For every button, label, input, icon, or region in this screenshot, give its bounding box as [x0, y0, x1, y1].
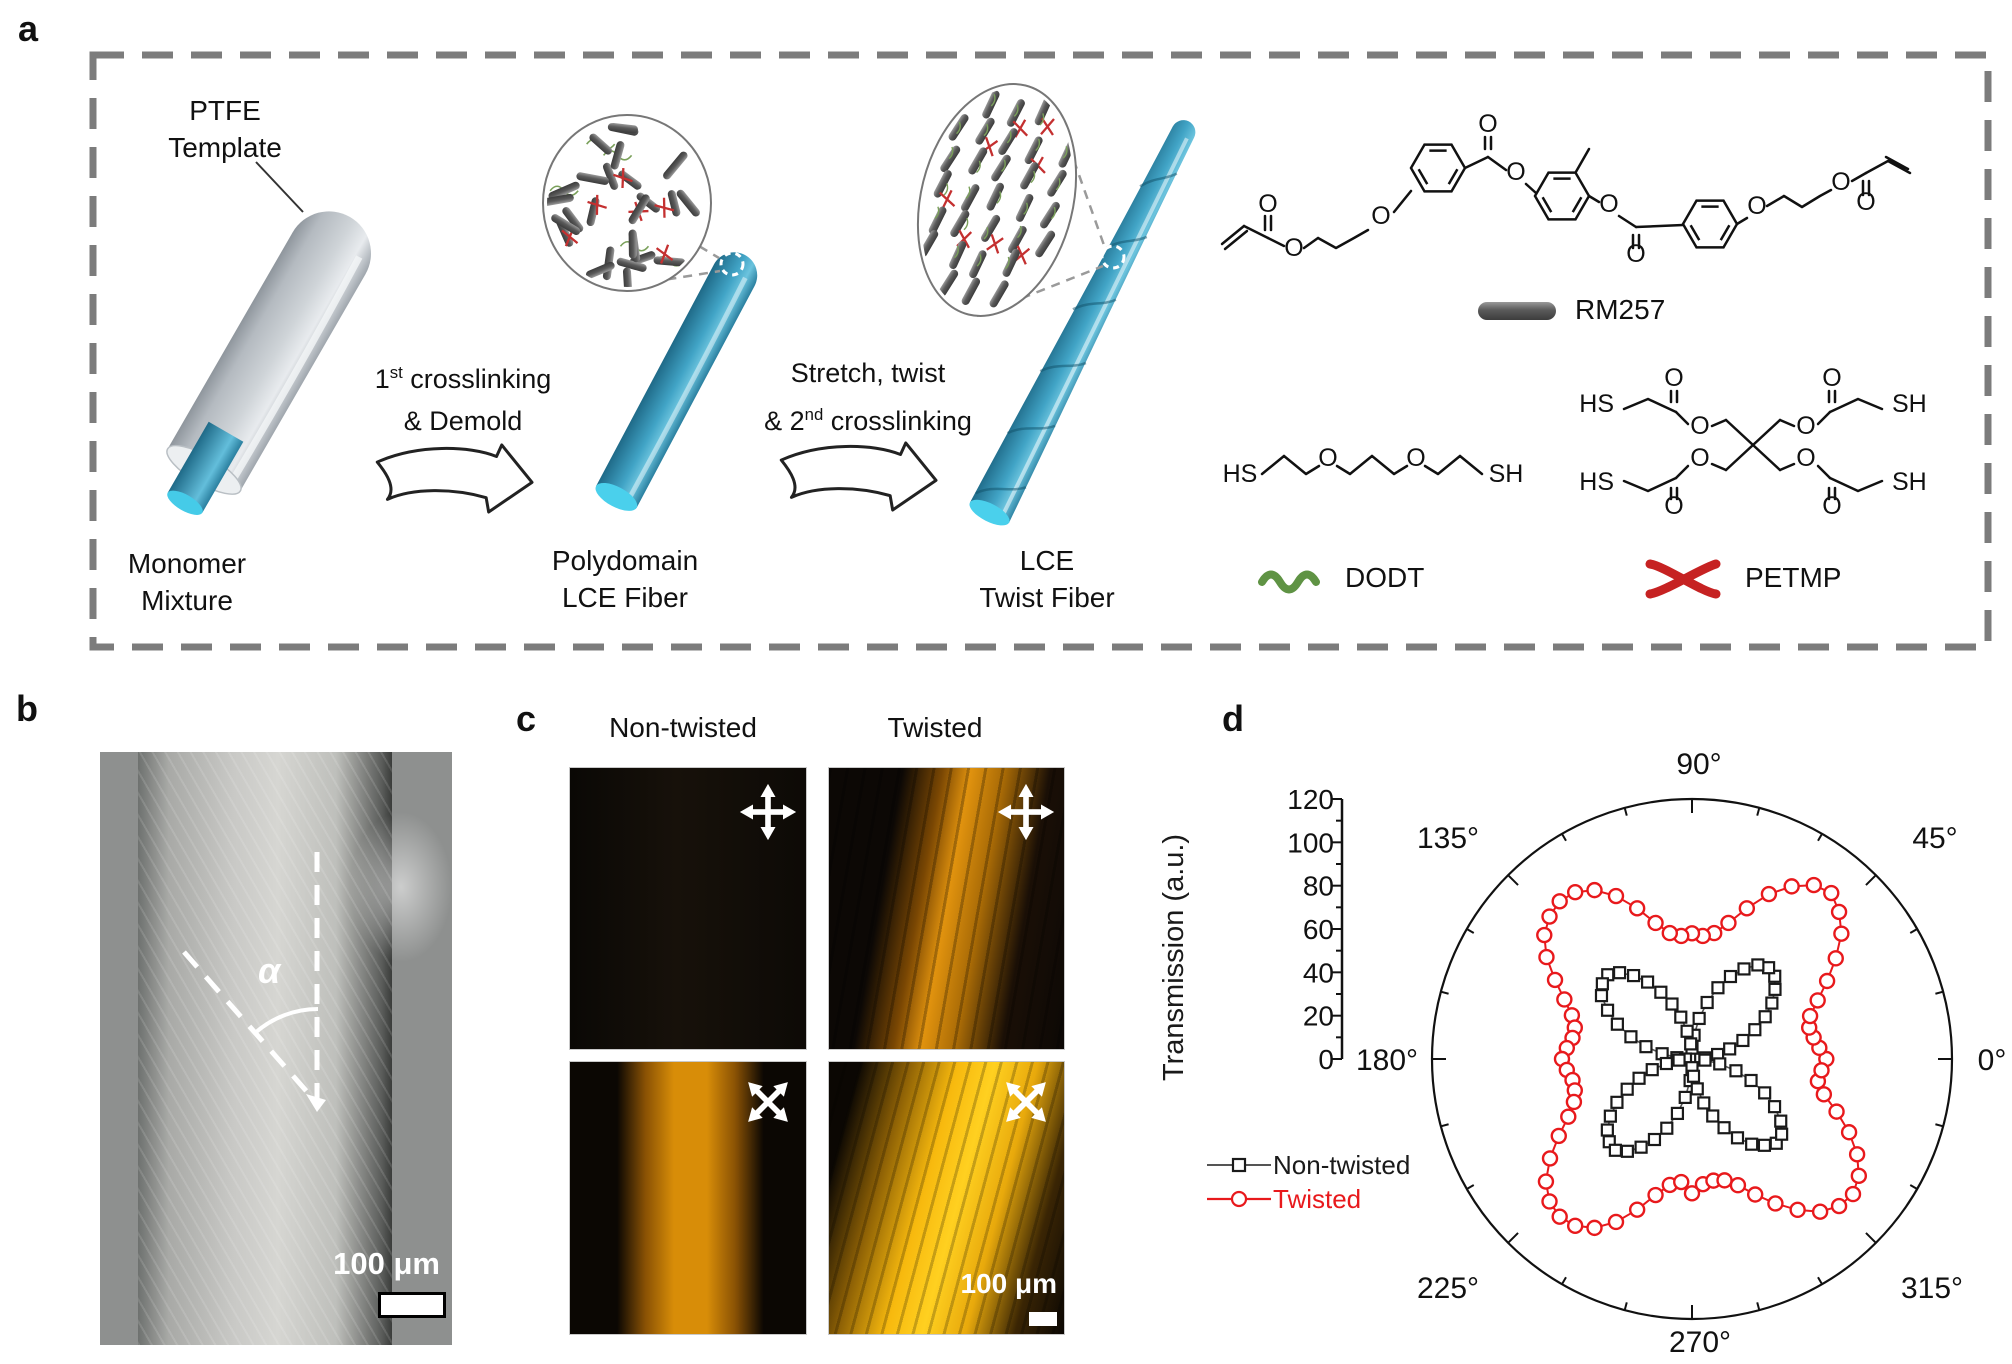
svg-text:O: O [1478, 110, 1497, 138]
svg-text:O: O [1822, 492, 1841, 520]
polarizer-x-icon [748, 1082, 788, 1122]
svg-text:O: O [1318, 444, 1337, 472]
svg-text:O: O [1747, 192, 1766, 220]
rm257-name: RM257 [1575, 294, 1666, 325]
sem-highlight [350, 812, 452, 962]
panel-a-border [89, 51, 1992, 651]
svg-text:40: 40 [1303, 957, 1334, 988]
twist-fiber-label: LCE Twist Fiber [979, 545, 1115, 613]
alpha-angle-symbol: α [258, 950, 281, 991]
svg-text:O: O [1664, 364, 1683, 392]
sem-fiber [138, 752, 392, 1345]
svg-text:HS: HS [1579, 468, 1614, 496]
polar-legend: Non-twisted Twisted [1205, 1148, 1410, 1216]
legend-item-twisted: Twisted [1205, 1182, 1410, 1216]
ptfe-pointer-line [255, 161, 304, 213]
pom-nontwisted-crossed [569, 767, 807, 1050]
dodt-name: DODT [1345, 562, 1425, 593]
svg-text:120: 120 [1287, 784, 1334, 815]
sem-image: α 100 μm [100, 752, 452, 1345]
svg-text:O: O [1406, 444, 1425, 472]
svg-text:O: O [1506, 158, 1525, 186]
svg-text:O: O [1822, 364, 1841, 392]
svg-text:O: O [1690, 412, 1709, 440]
legend-item-non-twisted: Non-twisted [1205, 1148, 1410, 1182]
col-header-twisted: Twisted [887, 712, 983, 743]
panel-c-label: c [516, 698, 537, 739]
svg-text:90°: 90° [1676, 748, 1721, 781]
col-header-non-twisted: Non-twisted [609, 712, 757, 743]
monomer-mixture-label: Monomer Mixture [127, 548, 247, 616]
svg-text:O: O [1626, 240, 1645, 268]
polarizer-x-icon [1006, 1082, 1046, 1122]
zoom-marker-circle-2 [1100, 244, 1126, 270]
pom-scalebar [1029, 1312, 1057, 1326]
svg-text:135°: 135° [1417, 822, 1479, 855]
pom-nontwisted-diagonal [569, 1061, 807, 1335]
pom-twisted-crossed [828, 767, 1065, 1050]
polarizer-cross-icon [997, 783, 1055, 841]
process-arrow-2 [779, 441, 938, 512]
rm257-rod-icon [1478, 302, 1556, 320]
step2-label: Stretch, twist & 2nd crosslinking [764, 358, 972, 436]
process-arrow-1 [375, 443, 534, 514]
svg-text:45°: 45° [1912, 822, 1957, 855]
svg-text:270°: 270° [1669, 1326, 1731, 1359]
svg-text:SH: SH [1892, 468, 1927, 496]
svg-text:0°: 0° [1978, 1044, 2007, 1077]
svg-text:180°: 180° [1356, 1044, 1418, 1077]
svg-text:O: O [1796, 444, 1815, 472]
legend-marker-square [1207, 1157, 1271, 1173]
svg-text:O: O [1599, 190, 1618, 218]
step1-label: 1st crosslinking & Demold [374, 363, 552, 436]
svg-text:60: 60 [1303, 914, 1334, 945]
svg-text:O: O [1258, 190, 1277, 218]
zoom-marker-circle-1 [719, 251, 745, 277]
polydomain-fiber [595, 252, 758, 511]
svg-text:O: O [1796, 412, 1815, 440]
svg-text:80: 80 [1303, 871, 1334, 902]
svg-text:O: O [1284, 234, 1303, 262]
monodomain-inset [916, 71, 1078, 317]
svg-text:HS: HS [1223, 460, 1258, 488]
twist-fiber [969, 120, 1196, 526]
svg-text:20: 20 [1303, 1001, 1334, 1032]
polydomain-fiber-label: Polydomain LCE Fiber [551, 545, 699, 613]
pom-twisted-diagonal: 100 μm [828, 1061, 1065, 1335]
panel-b-label: b [16, 688, 38, 729]
legend-marker-circle [1207, 1190, 1271, 1208]
sem-scalebar-text: 100 μm [333, 1246, 440, 1281]
svg-text:HS: HS [1579, 390, 1614, 418]
svg-text:0: 0 [1318, 1044, 1334, 1075]
dodt-wave-icon [1258, 570, 1320, 594]
svg-text:O: O [1664, 492, 1683, 520]
petmp-name: PETMP [1745, 562, 1842, 593]
svg-text:315°: 315° [1901, 1272, 1963, 1305]
panel-d-label: d [1222, 698, 1244, 739]
pom-scalebar-text: 100 μm [960, 1268, 1057, 1299]
polar-chart: 0 20 40 60 80 100 120 0° 45° 90° 135° 180° 225° 270° 3… [1287, 748, 2007, 1359]
ptfe-template-label: PTFE Template [168, 95, 282, 163]
polarizer-cross-icon [739, 783, 797, 841]
svg-text:O: O [1856, 188, 1875, 216]
ptfe-template-cylinder [166, 211, 371, 515]
svg-text:O: O [1690, 444, 1709, 472]
petmp-x-icon [1645, 559, 1721, 599]
svg-text:SH: SH [1892, 390, 1927, 418]
sem-scalebar [378, 1292, 446, 1318]
svg-text:100: 100 [1287, 827, 1334, 858]
panel-a-label: a [18, 8, 39, 49]
svg-text:O: O [1831, 168, 1850, 196]
svg-text:SH: SH [1489, 460, 1524, 488]
svg-text:O: O [1371, 202, 1390, 230]
polydomain-inset [542, 114, 712, 292]
sem-angle-overlay [182, 852, 326, 1112]
svg-text:225°: 225° [1417, 1272, 1479, 1305]
